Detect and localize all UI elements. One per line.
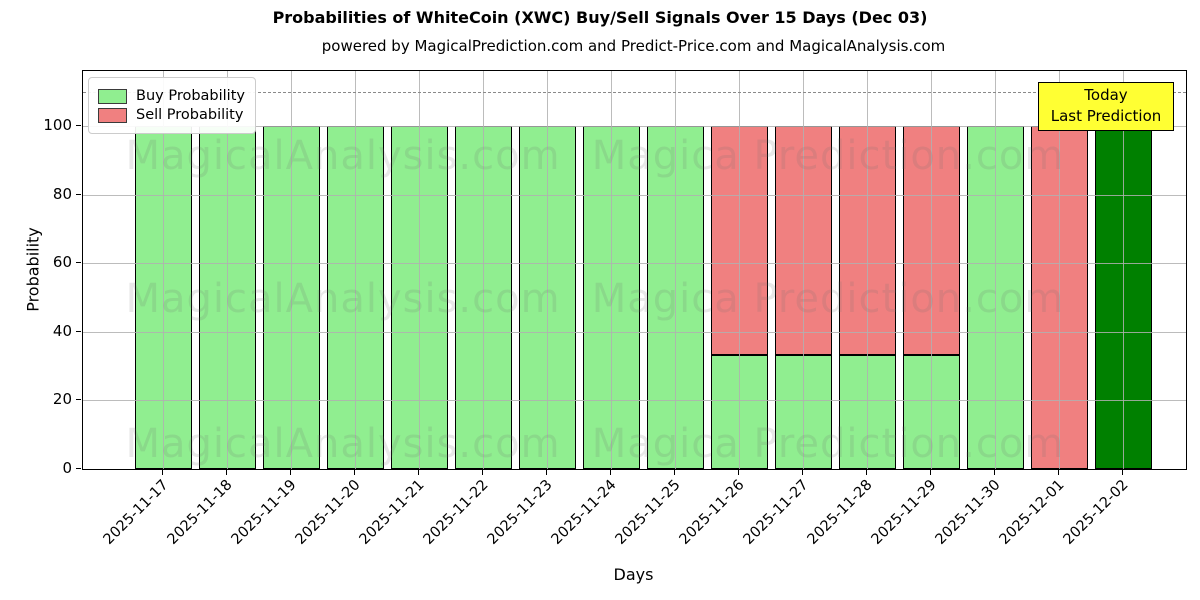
x-tick-label: 2025-11-21 [356, 477, 428, 548]
y-tick-mark [76, 262, 81, 264]
y-tick-label: 60 [52, 253, 72, 272]
x-tick-mark [994, 469, 995, 475]
x-tick-label: 2025-11-30 [932, 477, 1004, 548]
x-tick-label: 2025-11-25 [612, 477, 684, 548]
x-tick-label: 2025-11-29 [868, 477, 940, 548]
x-tick-label: 2025-11-19 [228, 477, 300, 548]
x-tick-label: 2025-11-24 [548, 477, 620, 548]
x-tick-mark [418, 469, 419, 475]
x-tick-mark [162, 469, 163, 475]
v-gridline [483, 71, 484, 469]
buy-swatch-icon [98, 88, 127, 104]
x-tick-mark [226, 469, 227, 475]
x-tick-label: 2025-11-27 [740, 477, 812, 548]
legend-label-sell: Sell Probability [136, 107, 244, 123]
x-tick-label: 2025-11-23 [484, 477, 556, 548]
v-gridline [291, 71, 292, 469]
v-gridline [931, 71, 932, 469]
v-gridline [1123, 71, 1124, 469]
v-gridline [675, 71, 676, 469]
legend-label-buy: Buy Probability [136, 88, 245, 104]
v-gridline [1059, 71, 1060, 469]
v-gridline [739, 71, 740, 469]
v-gridline [995, 71, 996, 469]
watermark-text: Magica Prediction.com [591, 421, 1065, 467]
v-gridline [611, 71, 612, 469]
v-gridline [163, 71, 164, 469]
h-gridline [83, 331, 1186, 333]
x-tick-label: 2025-12-01 [996, 477, 1068, 548]
x-tick-mark [674, 469, 675, 475]
watermark-text: MagicalAnalysis.com [125, 276, 561, 322]
h-gridline [83, 263, 1186, 265]
x-tick-mark [1058, 469, 1059, 475]
x-tick-mark [930, 469, 931, 475]
plot-area: Buy Probability Sell Probability Today L… [82, 70, 1187, 470]
x-tick-label: 2025-11-20 [292, 477, 364, 548]
y-tick-mark [76, 124, 81, 126]
x-tick-label: 2025-12-02 [1060, 477, 1132, 548]
h-gridline [83, 194, 1186, 196]
chart-title: Probabilities of WhiteCoin (XWC) Buy/Sel… [272, 8, 928, 27]
v-gridline [803, 71, 804, 469]
v-gridline [419, 71, 420, 469]
legend-item-sell: Sell Probability [98, 107, 245, 123]
y-tick-label: 80 [52, 184, 72, 203]
v-gridline [227, 71, 228, 469]
x-tick-mark [546, 469, 547, 475]
x-tick-label: 2025-11-22 [420, 477, 492, 548]
x-tick-label: 2025-11-28 [804, 477, 876, 548]
x-tick-mark [1122, 469, 1123, 475]
v-gridline [867, 71, 868, 469]
watermark-text: Magica Prediction.com [591, 133, 1065, 179]
today-annotation: Today Last Prediction [1038, 82, 1174, 131]
legend-item-buy: Buy Probability [98, 88, 245, 104]
watermark-text: MagicalAnalysis.com [125, 133, 561, 179]
x-axis-title: Days [613, 565, 654, 584]
x-tick-mark [610, 469, 611, 475]
watermark-text: MagicalAnalysis.com [125, 421, 561, 467]
x-tick-mark [482, 469, 483, 475]
y-tick-label: 0 [62, 459, 72, 477]
h-gridline [83, 400, 1186, 402]
y-tick-label: 100 [43, 115, 72, 134]
y-tick-mark [76, 468, 81, 469]
y-tick-label: 40 [52, 321, 72, 340]
x-tick-mark [354, 469, 355, 475]
y-tick-mark [76, 330, 81, 332]
threshold-dashed-line [83, 91, 1186, 93]
x-tick-mark [802, 469, 803, 475]
x-tick-mark [738, 469, 739, 475]
chart-subtitle: powered by MagicalPrediction.com and Pre… [321, 37, 946, 55]
sell-swatch-icon [98, 107, 127, 123]
watermark-text: Magica Prediction.com [591, 276, 1065, 322]
x-tick-mark [866, 469, 867, 475]
x-tick-label: 2025-11-17 [100, 477, 172, 548]
y-tick-mark [76, 399, 81, 401]
today-annotation-line1: Today [1084, 86, 1128, 104]
h-gridline [83, 125, 1186, 127]
legend: Buy Probability Sell Probability [88, 77, 256, 134]
x-tick-mark [290, 469, 291, 475]
x-tick-label: 2025-11-26 [676, 477, 748, 548]
today-annotation-line2: Last Prediction [1050, 107, 1162, 125]
v-gridline [547, 71, 548, 469]
y-tick-label: 20 [52, 390, 72, 409]
x-tick-label: 2025-11-18 [164, 477, 236, 548]
y-tick-mark [76, 193, 81, 195]
v-gridline [355, 71, 356, 469]
